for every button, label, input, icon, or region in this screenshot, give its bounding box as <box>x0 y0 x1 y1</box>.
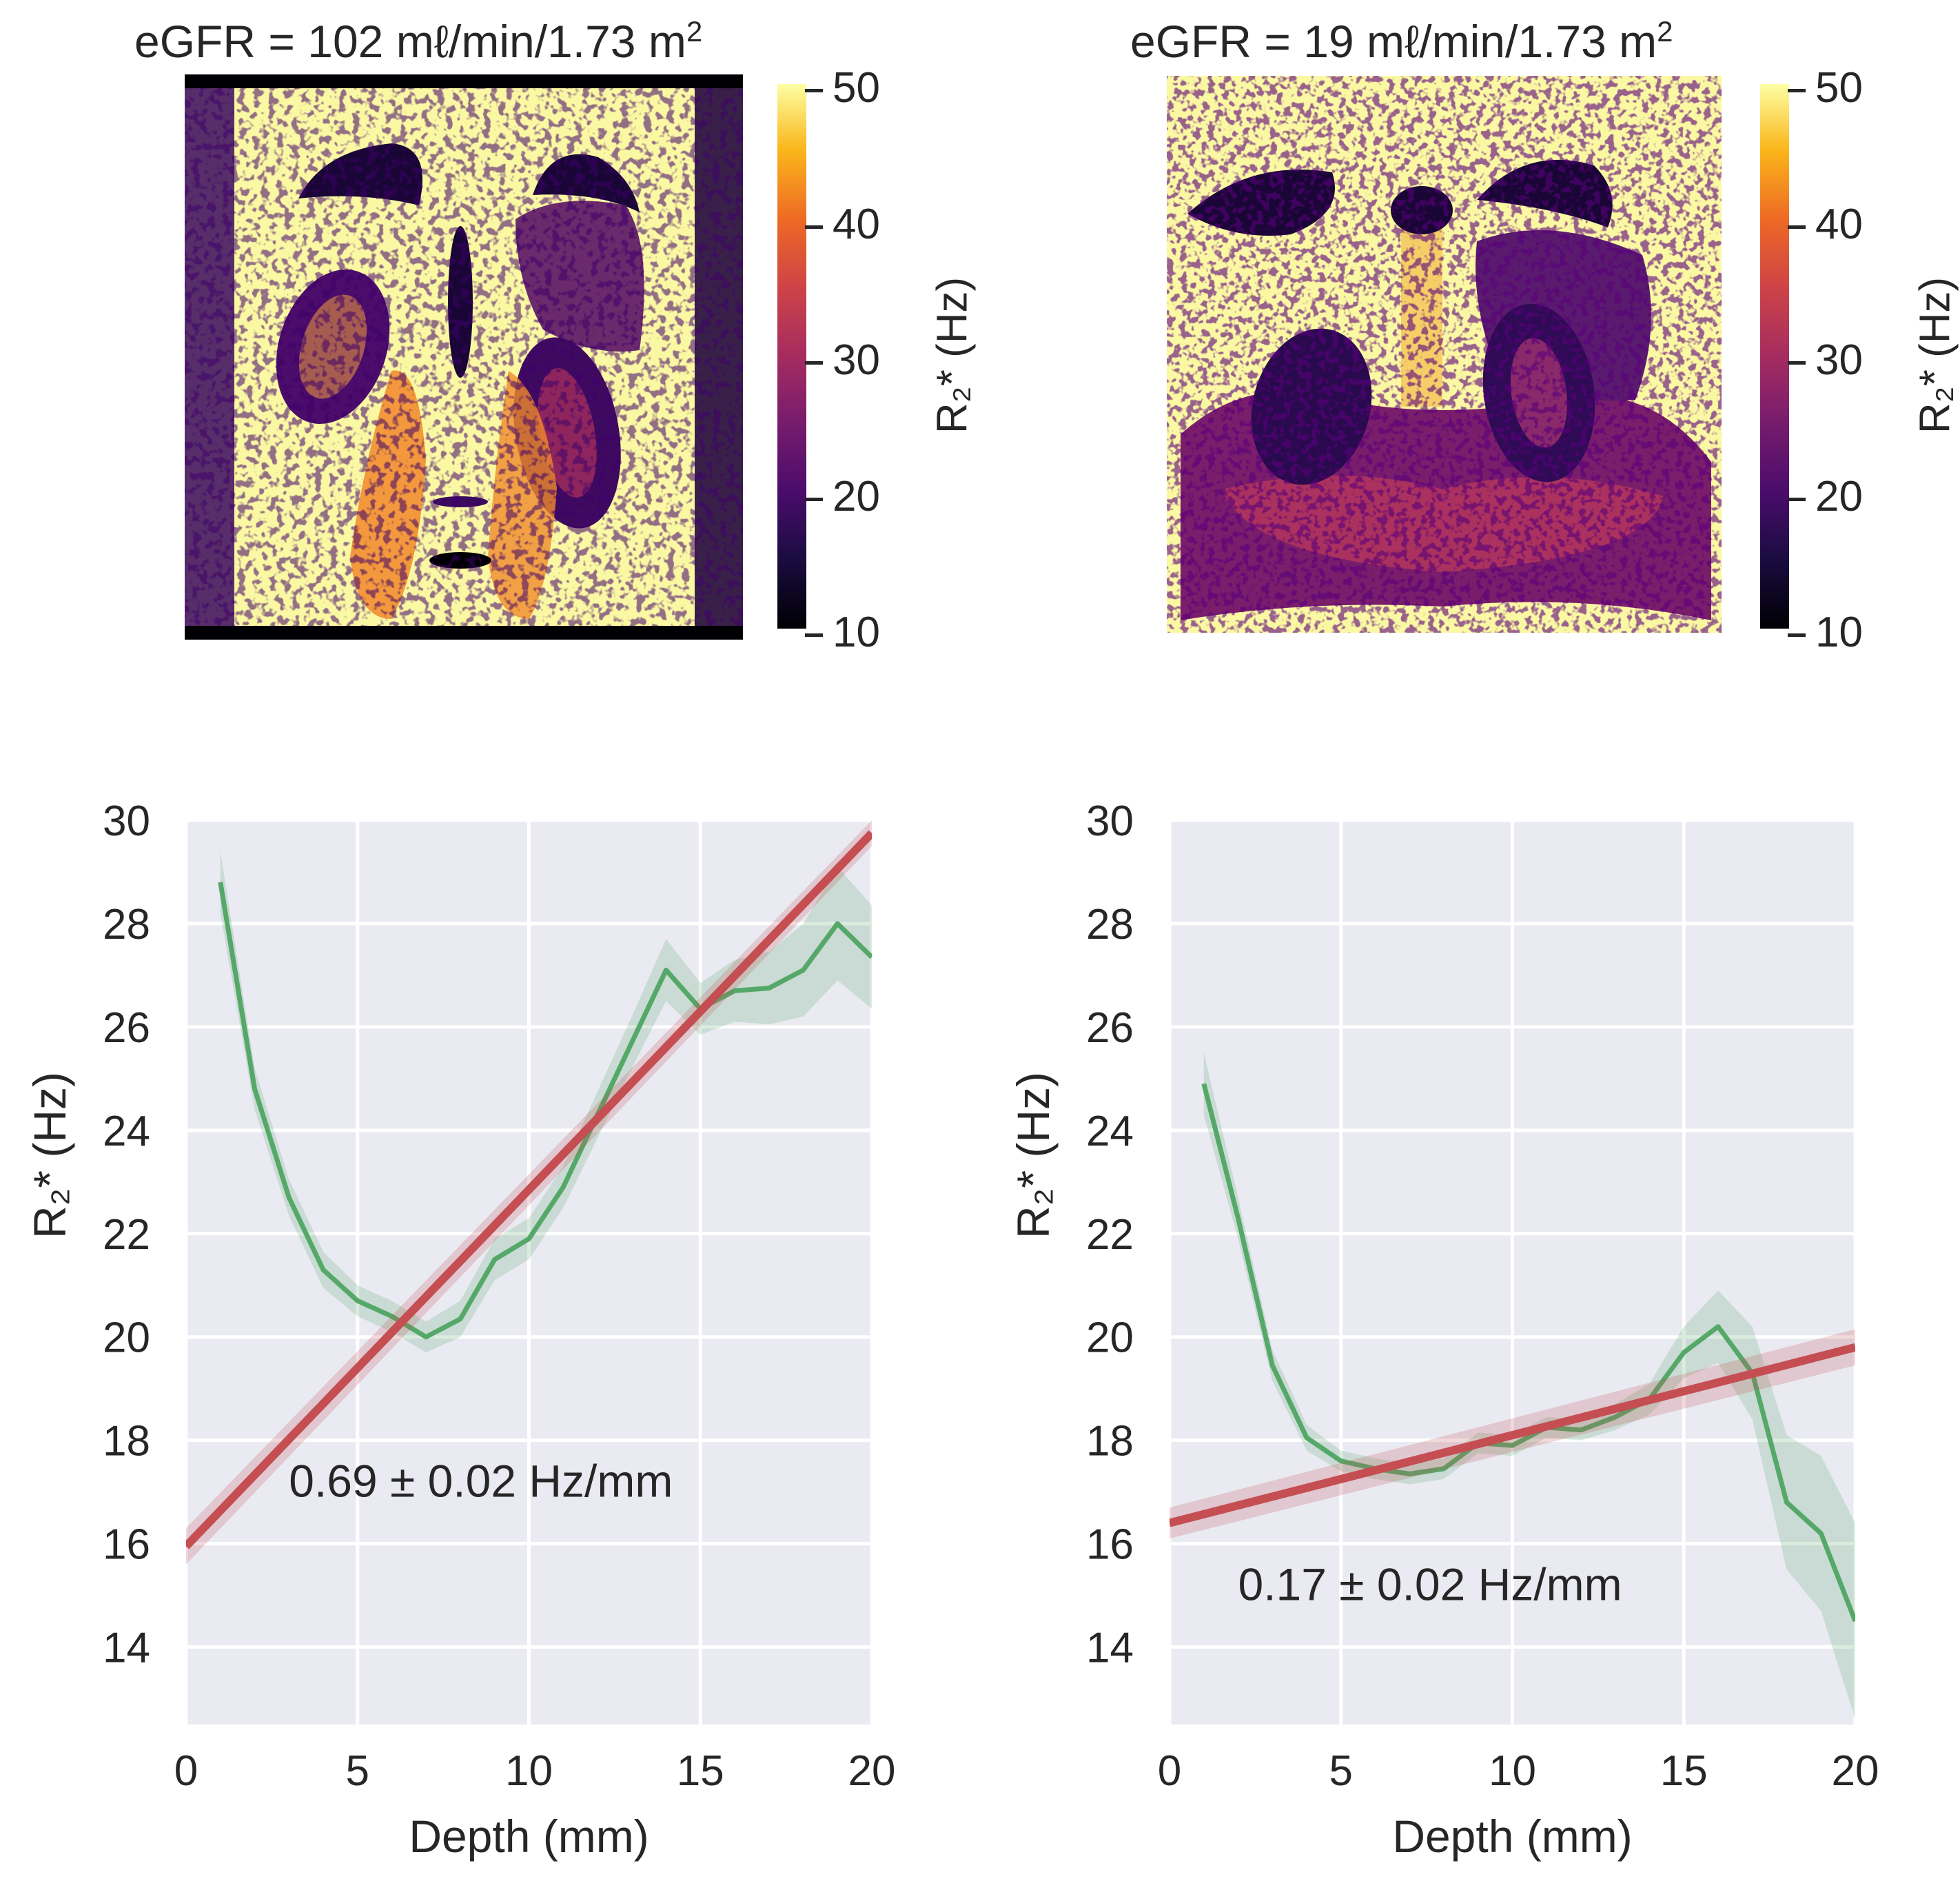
y-tick-label: 28 <box>103 901 150 948</box>
colorbar-right-tick: 10 <box>1788 608 1863 657</box>
y-tick-label: 16 <box>1086 1521 1134 1569</box>
slope-annotation: 0.17 ± 0.02 Hz/mm <box>1238 1559 1622 1610</box>
colorbar-left-tick: 50 <box>805 63 880 112</box>
colorbar-right-tick: 20 <box>1788 472 1863 521</box>
colorbar-left-tick: 10 <box>805 608 880 657</box>
y-tick-label: 16 <box>103 1521 150 1569</box>
x-tick-label: 20 <box>848 1747 896 1795</box>
colorbar-right <box>1760 84 1789 629</box>
colorbar-right-tick: 30 <box>1788 336 1863 385</box>
y-tick-label: 18 <box>1086 1418 1134 1465</box>
fit-line <box>1170 1343 1855 1527</box>
colorbar-right-tick: 50 <box>1788 63 1863 112</box>
y-tick-label: 26 <box>1086 1004 1134 1052</box>
colorbar-right-tick: 40 <box>1788 200 1863 249</box>
x-tick-label: 5 <box>1329 1747 1353 1795</box>
y-tick-label: 26 <box>103 1004 150 1052</box>
map-title-left: eGFR = 102 mℓ/min/1.73 m2 <box>134 15 702 68</box>
x-tick-label: 10 <box>1489 1747 1536 1795</box>
y-axis-label: R₂* (Hz) <box>1008 1072 1059 1239</box>
mri-map-right <box>1167 76 1722 633</box>
profile-line <box>218 882 872 1340</box>
y-tick-label: 30 <box>1086 797 1134 845</box>
x-tick-label: 0 <box>1158 1747 1181 1795</box>
y-tick-label: 20 <box>103 1314 150 1362</box>
y-tick-label: 22 <box>1086 1211 1134 1259</box>
y-tick-label: 24 <box>103 1108 150 1155</box>
x-tick-label: 15 <box>1660 1747 1708 1795</box>
y-tick-label: 22 <box>103 1211 150 1259</box>
y-tick-label: 18 <box>103 1418 150 1465</box>
chart-panel-1: 0 5 10 15 20 14 16 18 20 22 24 26 28 30 0.69 ± 0.02 Hz… <box>24 797 895 1862</box>
map-title-right-sup: 2 <box>1657 15 1673 48</box>
profile-line <box>1201 1083 1855 1623</box>
y-tick-label: 20 <box>1086 1314 1134 1362</box>
y-tick-label: 24 <box>1086 1108 1134 1155</box>
fit-line <box>186 830 872 1549</box>
colorbar-left-tick: 20 <box>805 472 880 521</box>
map-title-right: eGFR = 19 mℓ/min/1.73 m2 <box>1130 15 1673 68</box>
y-tick-label: 14 <box>1086 1625 1134 1672</box>
x-tick-label: 10 <box>505 1747 553 1795</box>
x-tick-label: 15 <box>677 1747 724 1795</box>
x-axis-label: Depth (mm) <box>1392 1811 1632 1862</box>
chart-panel-2: 0 5 10 15 20 14 16 18 20 22 24 26 28 30 0.17 ± 0.02 Hz… <box>1008 797 1879 1862</box>
x-tick-label: 20 <box>1832 1747 1879 1795</box>
y-tick-label: 28 <box>1086 901 1134 948</box>
x-tick-label: 0 <box>174 1747 198 1795</box>
colorbar-left-tick: 40 <box>805 200 880 249</box>
y-axis-label: R₂* (Hz) <box>24 1072 75 1239</box>
colorbar-left <box>777 84 806 629</box>
map-title-left-text: eGFR = 102 mℓ/min/1.73 m <box>134 16 686 67</box>
colorbar-left-tick: 30 <box>805 336 880 385</box>
x-tick-label: 5 <box>346 1747 369 1795</box>
map-title-right-text: eGFR = 19 mℓ/min/1.73 m <box>1130 16 1657 67</box>
y-tick-label: 14 <box>103 1625 150 1672</box>
slope-annotation: 0.69 ± 0.02 Hz/mm <box>289 1456 673 1507</box>
x-axis-label: Depth (mm) <box>409 1811 649 1862</box>
y-tick-label: 30 <box>103 797 150 845</box>
mri-map-left <box>185 74 743 640</box>
map-title-left-sup: 2 <box>686 15 703 48</box>
